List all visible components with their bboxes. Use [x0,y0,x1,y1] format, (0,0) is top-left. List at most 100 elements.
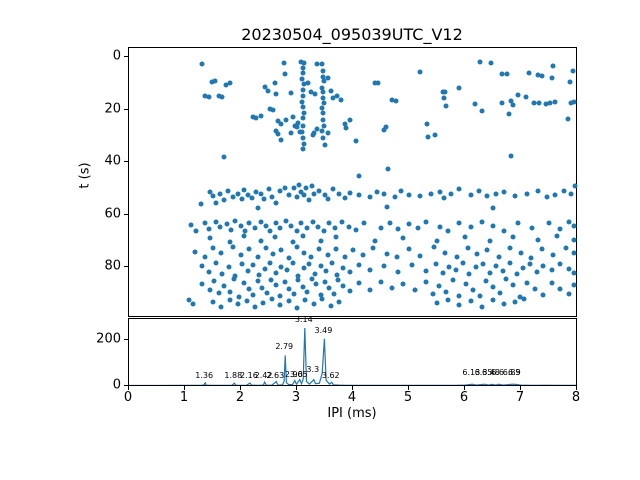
scatter-point [508,98,514,104]
scatter-point [333,246,339,252]
scatter-point [497,290,503,296]
scatter-point [532,286,538,292]
scatter-point [487,238,493,244]
scatter-point [406,221,412,227]
scatter-point [322,192,328,198]
scatter-point [400,235,406,241]
scatter-point [255,278,261,284]
scatter-point [336,299,342,305]
y-tick-mark [124,385,128,386]
scatter-point [320,117,326,123]
scatter-point [512,193,518,199]
x-tick-mark [576,386,577,390]
scatter-point [336,191,342,197]
scatter-point [290,239,296,245]
scatter-point [314,61,320,67]
x-tick-label: 0 [123,390,133,405]
x-tick-mark [296,386,297,390]
y-tick-label: 0 [112,48,121,64]
scatter-point [286,298,292,304]
scatter-point [392,194,398,200]
scatter-point [253,189,259,195]
y-tick-mark [124,213,128,215]
scatter-point [319,296,325,302]
scatter-axes [128,47,578,317]
scatter-point [353,227,359,233]
scatter-point [294,228,300,234]
scatter-point [518,250,524,256]
scatter-point [262,84,268,90]
scatter-point [443,289,449,295]
y-tick-mark [124,108,128,110]
scatter-point [342,195,348,201]
scatter-point [318,292,324,298]
scatter-point [554,233,560,239]
scatter-point [433,261,439,267]
scatter-point [394,254,400,260]
scatter-point [230,194,236,200]
scatter-point [298,189,304,195]
scatter-point [526,70,532,76]
scatter-point [278,137,284,143]
scatter-point [398,188,404,194]
scatter-point [565,116,571,122]
scatter-point [483,278,489,284]
scatter-point [323,268,329,274]
scatter-point [270,107,276,113]
scatter-point [313,281,319,287]
scatter-point [301,141,307,147]
scatter-point [253,115,259,121]
peak-annotation: 3.3 [306,365,320,375]
scatter-point [332,225,338,231]
scatter-point [432,132,438,138]
scatter-point [228,227,234,233]
scatter-point [347,190,353,196]
scatter-point [517,294,523,300]
scatter-point [347,117,353,123]
scatter-point [338,97,344,103]
scatter-point [353,138,359,144]
scatter-point [269,296,275,302]
scatter-point [571,223,577,229]
scatter-point [539,73,545,79]
scatter-point [480,261,486,267]
scatter-point [309,183,315,189]
scatter-point [423,219,429,225]
scatter-point [328,303,334,309]
scatter-point [395,226,401,232]
scatter-point [424,121,430,127]
scatter-point [227,297,233,303]
peak-annotation: 6.85 [502,367,521,377]
scatter-point [273,282,279,288]
scatter-point [524,280,530,286]
scatter-point [213,200,219,206]
scatter-point [277,293,283,299]
y-tick-mark [124,266,128,268]
scatter-point [321,100,327,106]
scatter-point [301,250,307,256]
x-axis-label: IPI (ms) [327,406,377,421]
scatter-point [192,249,198,255]
scatter-point [246,286,252,292]
scatter-point [425,134,431,140]
scatter-point [261,196,267,202]
scatter-point [335,277,341,283]
scatter-point [446,264,452,270]
scatter-point [441,95,447,101]
scatter-point [241,187,247,193]
scatter-point [395,269,401,275]
scatter-point [549,267,555,273]
scatter-point [300,123,306,129]
scatter-point [514,271,520,277]
scatter-point [311,301,317,307]
scatter-point [235,191,241,197]
scatter-point [300,284,306,290]
scatter-point [389,97,395,103]
scatter-point [436,283,442,289]
scatter-point [539,246,545,252]
scatter-point [504,71,510,77]
scatter-point [490,223,496,229]
scatter-point [221,154,227,160]
scatter-point [384,251,390,257]
